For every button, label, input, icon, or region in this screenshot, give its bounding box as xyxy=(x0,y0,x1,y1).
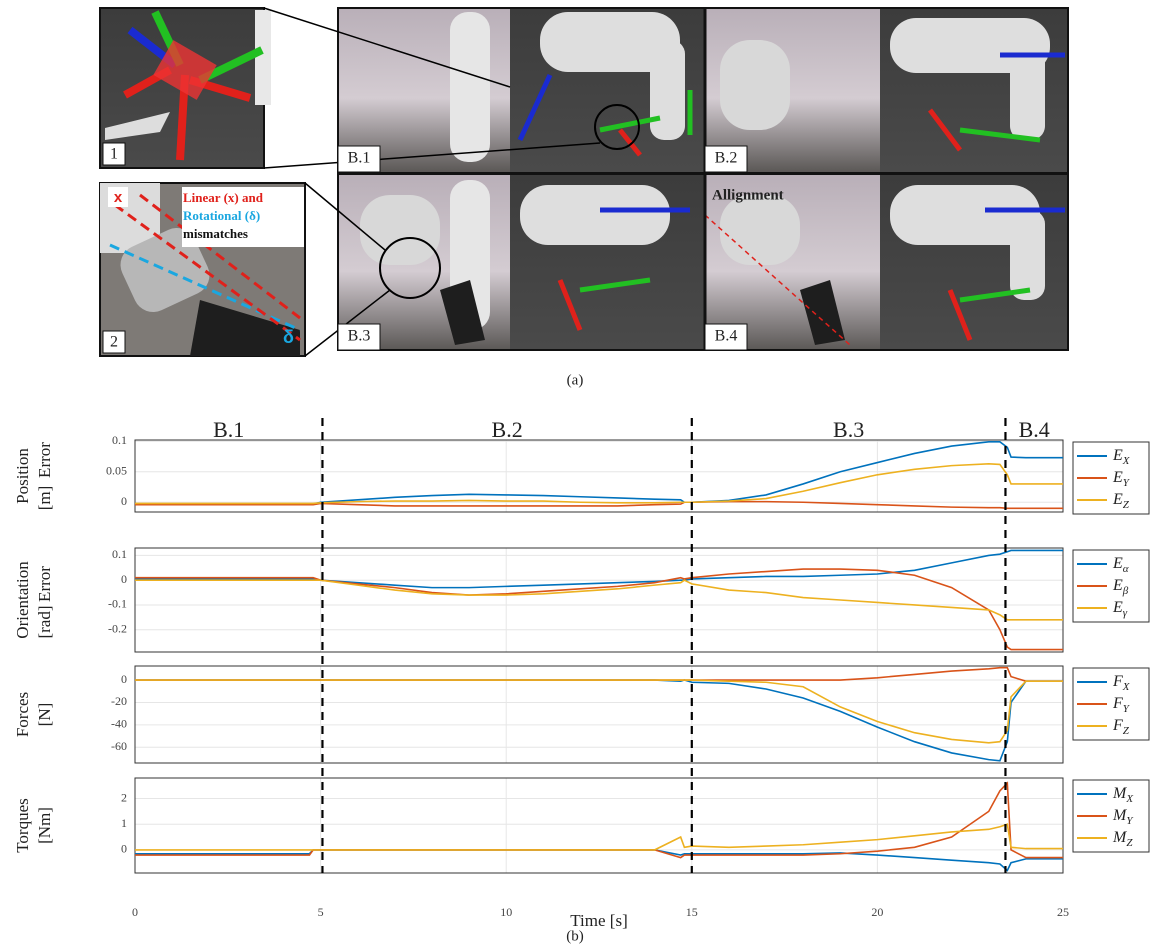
y-tick-label: 0 xyxy=(121,572,127,586)
rotational-symbol: δ xyxy=(283,327,294,347)
legend-subscript: Z xyxy=(1123,725,1130,737)
phase-label: B.2 xyxy=(492,417,523,442)
y-axis-label: [m] xyxy=(35,486,54,511)
panel-label: B.4 xyxy=(715,328,738,345)
y-axis-label: Error xyxy=(35,566,54,602)
y-tick-label: -60 xyxy=(111,739,127,753)
y-axis-label: Torques xyxy=(13,798,32,853)
legend-name: F xyxy=(1112,673,1123,690)
y-tick-label: -0.2 xyxy=(108,621,127,635)
legend-name: E xyxy=(1112,491,1123,508)
legend-subscript: α xyxy=(1123,563,1129,575)
annotation: Allignment xyxy=(712,187,784,203)
legend-name: E xyxy=(1112,599,1123,616)
x-tick-label: 5 xyxy=(318,905,324,919)
x-tick-label: 15 xyxy=(686,905,698,919)
photo-grid: B.1 B.2 B.3 B.4 Allignment xyxy=(264,8,1068,356)
inset-label: 2 xyxy=(110,334,118,351)
legend-subscript: β xyxy=(1122,585,1129,597)
legend-subscript: X xyxy=(1122,681,1131,693)
y-axis-label: [Nm] xyxy=(35,807,54,844)
x-tick-label: 20 xyxy=(871,905,883,919)
caption: (a) xyxy=(567,372,584,388)
y-axis-label: [rad] xyxy=(35,605,54,638)
legend-name: E xyxy=(1112,555,1123,572)
legend-name: E xyxy=(1112,447,1123,464)
phase-label: B.1 xyxy=(213,417,244,442)
y-tick-label: 0.1 xyxy=(112,433,127,447)
y-tick-label: 1 xyxy=(121,816,127,830)
y-tick-label: -0.1 xyxy=(108,597,127,611)
panel-label: B.1 xyxy=(348,150,371,167)
y-tick-label: 0 xyxy=(121,842,127,856)
x-tick-label: 25 xyxy=(1057,905,1069,919)
y-tick-label: 2 xyxy=(121,790,127,804)
y-axis-label: Error xyxy=(35,442,54,478)
phase-label: B.3 xyxy=(833,417,864,442)
plot-area xyxy=(135,548,1063,652)
y-tick-label: 0 xyxy=(121,672,127,686)
x-tick-label: 10 xyxy=(500,905,512,919)
panel-label: B.3 xyxy=(348,328,371,345)
inset-2: x Linear (x) and Rotational (δ) mismatch… xyxy=(100,183,305,356)
linear-symbol: x xyxy=(114,189,123,206)
x-tick-label: 0 xyxy=(132,905,138,919)
y-axis-label: [N] xyxy=(35,703,54,727)
legend-name: E xyxy=(1112,469,1123,486)
annotation: Rotational (δ) xyxy=(183,208,260,223)
y-axis-label: Orientation xyxy=(13,561,32,639)
annotation: mismatches xyxy=(183,226,248,241)
y-tick-label: 0.05 xyxy=(106,463,127,477)
y-axis-label: Position xyxy=(13,448,32,504)
inset-label: 1 xyxy=(110,146,118,163)
y-tick-label: 0.1 xyxy=(112,547,127,561)
x-axis-label: Time [s] xyxy=(570,911,627,930)
y-tick-label: -20 xyxy=(111,694,127,708)
caption: (b) xyxy=(566,928,584,944)
legend-name: E xyxy=(1112,577,1123,594)
y-axis-label: Forces xyxy=(13,692,32,737)
y-tick-label: -40 xyxy=(111,717,127,731)
legend-subscript: γ xyxy=(1123,607,1128,619)
legend-subscript: X xyxy=(1122,455,1131,467)
y-tick-label: 0 xyxy=(121,494,127,508)
legend-subscript: Z xyxy=(1123,499,1130,511)
figure: 1 x Linear (x) and Rotational (δ) mismat… xyxy=(0,0,1151,945)
inset-1: 1 xyxy=(100,8,271,168)
legend-subscript: Z xyxy=(1126,837,1133,849)
legend-subscript: X xyxy=(1125,793,1134,805)
annotation: Linear (x) and xyxy=(183,190,264,205)
legend-name: F xyxy=(1112,695,1123,712)
phase-label: B.4 xyxy=(1019,417,1050,442)
legend-name: F xyxy=(1112,717,1123,734)
panel-label: B.2 xyxy=(715,150,738,167)
